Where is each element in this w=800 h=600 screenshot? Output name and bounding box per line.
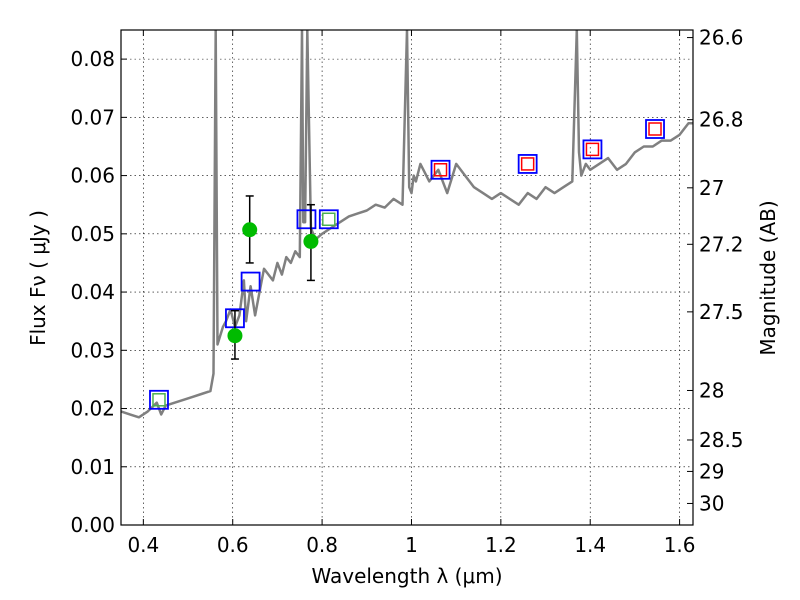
right-tick-label: 30 (699, 491, 724, 515)
right-tick-label: 28.5 (699, 428, 744, 452)
y-tick-label: 0.01 (70, 455, 115, 479)
y-tick-label: 0.00 (70, 513, 115, 537)
y-axis-label: Flux Fν ( μJy ) (26, 210, 50, 346)
x-tick-label: 0.4 (127, 533, 159, 557)
y-axis-ticks: 0.00 0.01 0.02 0.03 0.04 0.05 0.06 0.07 0.08 (70, 47, 127, 537)
y-tick-label: 0.02 (70, 397, 115, 421)
y-tick-label: 0.07 (70, 105, 115, 129)
model-band-inner-red (648, 122, 662, 136)
model-band-inner-red (585, 142, 600, 157)
x-axis-ticks: 0.4 0.6 0.8 1 1.2 1.4 1.6 (127, 30, 696, 557)
observed-points (227, 195, 319, 360)
right-axis-ticks: 26.6 26.8 27 27.2 27.5 28 28.5 29 30 (687, 26, 744, 515)
model-band-inner-green (322, 212, 336, 227)
model-band-box (645, 119, 665, 139)
model-band-box (240, 271, 261, 292)
photometry-boxes (149, 119, 665, 410)
model-band-box (149, 389, 169, 410)
right-tick-label: 26.8 (699, 108, 744, 132)
model-band-box (517, 154, 538, 174)
observed-point (303, 233, 319, 249)
y-tick-label: 0.08 (70, 47, 115, 71)
right-tick-label: 26.6 (699, 26, 744, 50)
x-tick-label: 1.2 (485, 533, 517, 557)
right-tick-label: 29 (699, 459, 724, 483)
model-band-box (430, 159, 451, 180)
x-tick-label: 1 (405, 533, 418, 557)
right-tick-label: 27.2 (699, 232, 744, 256)
model-band-inner-red (433, 163, 448, 177)
y-tick-label: 0.03 (70, 338, 115, 362)
model-band-box (296, 209, 317, 230)
observed-point (227, 328, 243, 344)
model-band-box (582, 139, 603, 160)
x-tick-label: 1.6 (664, 533, 696, 557)
model-spectrum-line (121, 30, 693, 419)
observed-point (242, 222, 258, 238)
right-tick-label: 27.5 (699, 300, 744, 324)
model-band-inner-red (520, 157, 535, 171)
y-tick-label: 0.04 (70, 280, 115, 304)
model-spectrum-group (121, 30, 693, 419)
right-axis-label: Magnitude (AB) (756, 200, 780, 355)
plot-frame (120, 29, 694, 526)
model-band-inner-green (152, 393, 166, 407)
right-tick-label: 28 (699, 378, 724, 402)
x-tick-label: 1.4 (574, 533, 606, 557)
y-tick-label: 0.05 (70, 222, 115, 246)
right-tick-label: 27 (699, 176, 724, 200)
x-tick-label: 0.6 (217, 533, 249, 557)
x-tick-label: 0.8 (306, 533, 338, 557)
model-band-box (318, 209, 339, 230)
y-tick-label: 0.06 (70, 164, 115, 188)
x-axis-label: Wavelength λ (μm) (311, 564, 502, 588)
